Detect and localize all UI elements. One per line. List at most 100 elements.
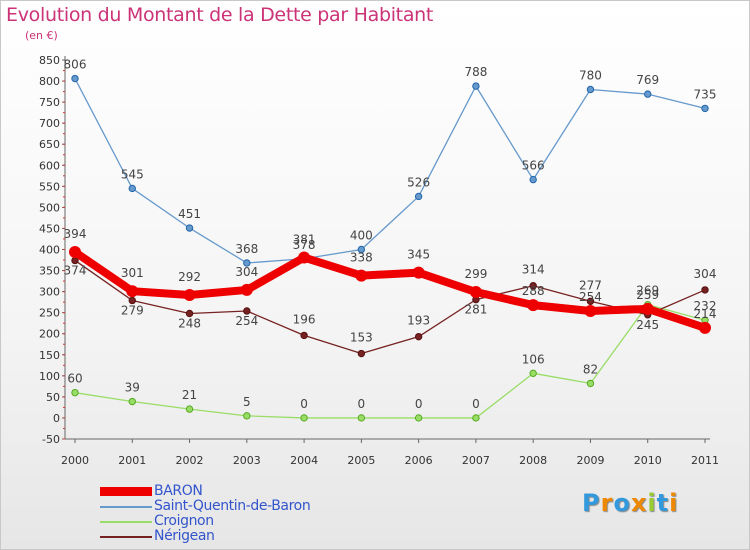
x-tick-label: 2000 [61,454,89,467]
data-label: 60 [67,372,82,386]
data-label: 0 [300,397,308,411]
y-tick-label: 200 [39,328,60,341]
logo-letter: x [630,489,648,517]
data-label: 788 [464,65,487,79]
data-label: 368 [235,242,258,256]
data-point-croignon [128,397,136,406]
data-point-saint-quentin-de-baron [71,74,79,83]
data-point-baron [699,321,711,334]
data-label: 288 [522,284,545,298]
data-label: 259 [636,288,659,302]
data-label: 0 [472,397,480,411]
data-point-n-rigean [300,331,308,340]
y-tick-label: 300 [39,286,60,299]
data-label: 526 [407,175,430,189]
data-point-croignon [185,405,194,413]
data-label: 394 [64,227,87,241]
data-label: 5 [243,395,251,409]
x-tick-label: 2002 [176,454,204,467]
data-point-n-rigean [701,286,709,294]
series-line-croignon [74,304,706,419]
data-label: 338 [350,251,373,265]
proxiti-logo: Proxiti [582,489,678,517]
data-point-n-rigean [128,296,136,305]
legend-label-baron: BARON [154,483,203,499]
data-label: 0 [415,397,423,411]
data-label: 106 [522,352,545,366]
x-tick-label: 2011 [691,454,719,467]
data-label: 254 [579,290,602,304]
data-point-croignon [243,412,251,420]
y-tick-label: -50 [42,433,60,446]
data-point-croignon [357,414,366,422]
y-tick-label: 350 [39,265,60,278]
x-tick-label: 2009 [576,454,604,467]
y-tick-label: 850 [39,54,60,67]
data-point-baron [183,288,196,301]
y-tick-label: 550 [39,180,60,193]
data-point-croignon [472,414,480,422]
data-label: 232 [694,299,717,313]
data-point-saint-quentin-de-baron [472,82,480,90]
y-tick-label: 750 [39,96,60,109]
data-point-saint-quentin-de-baron [701,104,709,113]
data-point-baron [126,285,139,298]
data-label: 545 [121,167,144,181]
data-label: 214 [694,307,717,321]
data-point-saint-quentin-de-baron [185,224,194,232]
data-label: 374 [64,263,87,277]
logo-letter: o [613,489,631,517]
data-point-saint-quentin-de-baron [529,175,537,184]
data-point-baron [240,283,253,296]
data-label: 269 [636,284,659,298]
data-label: 21 [182,388,197,402]
data-point-n-rigean [586,297,595,305]
data-point-baron [527,299,540,312]
data-label: 735 [694,87,717,101]
legend-swatch-croignon [100,521,152,523]
data-point-baron [412,266,425,279]
data-label: 82 [583,362,598,376]
data-point-saint-quentin-de-baron [414,192,423,201]
y-tick-label: 50 [46,391,60,404]
x-tick-label: 2010 [634,454,662,467]
data-label: 254 [235,314,258,328]
data-point-croignon [300,414,308,422]
logo-letter: i [669,489,679,517]
x-tick-label: 2008 [519,454,547,467]
legend-swatch-baron [100,487,152,496]
data-label: 39 [125,381,140,395]
y-tick-label: 100 [39,370,60,383]
legend-label-nerigean: Nérigean [154,528,215,544]
data-point-baron [69,246,81,259]
x-tick-label: 2003 [233,454,261,467]
logo-letter: r [600,489,614,517]
series-line-saint-quentin-de-baron [74,77,706,264]
series-line-n-rigean [74,259,706,355]
data-point-saint-quentin-de-baron [128,184,136,193]
y-tick-label: 700 [39,117,60,130]
data-label: 566 [522,159,545,173]
data-label: 378 [293,238,316,252]
legend-swatch-nerigean [100,536,152,538]
y-tick-label: 650 [39,138,60,151]
data-label: 301 [121,266,144,280]
data-point-baron [469,286,482,299]
legend-swatch-saint-quentin [100,506,152,508]
data-point-n-rigean [414,332,423,341]
y-tick-label: 250 [39,307,60,320]
data-label: 769 [636,73,659,87]
data-point-n-rigean [185,309,194,318]
legend-label-croignon: Croignon [154,513,214,529]
data-label: 0 [358,397,366,411]
data-point-saint-quentin-de-baron [644,90,652,98]
data-point-saint-quentin-de-baron [357,245,366,254]
data-point-saint-quentin-de-baron [243,259,251,267]
y-tick-label: 500 [39,201,60,214]
y-tick-label: 150 [39,349,60,362]
y-tick-label: 0 [53,412,60,425]
data-label: 451 [178,207,201,221]
data-label: 196 [293,312,316,326]
chart-title: Evolution du Montant de la Dette par Hab… [6,4,434,26]
data-label: 153 [350,331,373,345]
